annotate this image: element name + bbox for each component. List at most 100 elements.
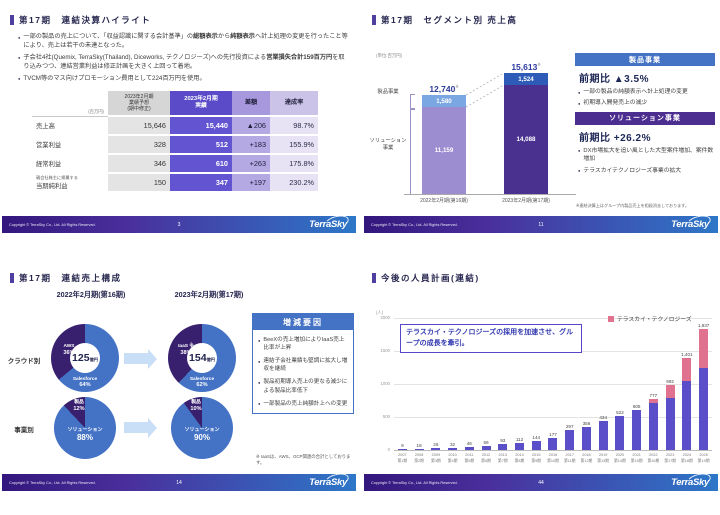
slide-title-text: 第17期 セグメント別 売上高 <box>381 15 518 25</box>
x-tick-label: 2023 第17期 <box>664 453 677 463</box>
table-row: 親会社株主に帰属する 当期純利益 150 347 +197 230.2% <box>32 174 318 193</box>
bullet-text: 一部の製品の売上について、「収益認識に関する会計基準」の総額表示から純額表示へ計… <box>23 33 348 49</box>
bullet-item: ● 一部製品の売上純額計上への変更 <box>258 400 349 408</box>
bar-slot: 93 <box>494 438 511 450</box>
pie-seg-solution-label: ソリューション 88% <box>67 427 103 442</box>
bullet-item: ● テラスカイテクノロジーズ事業の拡大 <box>578 167 715 175</box>
page-number: 14 <box>176 479 182 486</box>
y-tick-label: 500 <box>382 414 390 419</box>
bar-slot: 46 <box>461 441 478 450</box>
x-tick-label: 2012 第6期 <box>481 453 491 463</box>
bullet-text: 連結子会社業績も堅調に拡大し増収を継続 <box>263 358 348 373</box>
bullet-dot: ● <box>18 76 21 82</box>
bullet-dot: ● <box>258 379 261 385</box>
y-tick-label: 1500 <box>380 348 390 353</box>
bullet-dot: ● <box>18 55 21 61</box>
col-header-rate: 達成率 <box>270 91 318 117</box>
column-header-fy2023: 2023年2月期(第17期) <box>174 290 244 299</box>
x-tick-label: 2025 第19期 <box>697 453 710 463</box>
bar-segment-solution-2023: 14,088 <box>504 85 548 194</box>
slide-title-text: 第17期 連結決算ハイライト <box>19 15 152 25</box>
donut-center-value: 154 億円 <box>187 343 217 373</box>
gridline <box>394 417 712 418</box>
bullet-item: ● 初期導入開発売上の減少 <box>578 99 715 107</box>
bar-slot: 9 <box>394 443 411 450</box>
bar-value-label: 32 <box>450 441 456 447</box>
cell-actual: 347 <box>170 174 232 193</box>
bar-segment-product-2022: 1,580 <box>422 95 466 107</box>
headcount-bar <box>515 442 524 450</box>
legend-label: テラスカイ・テクノロジーズ <box>617 317 692 323</box>
bar-segment-group <box>397 449 407 450</box>
bar-slot: 177 <box>545 432 562 450</box>
pie-seg-product-label: 製品 10% <box>190 400 202 412</box>
row-label-cloud: クラウド別 <box>7 358 41 365</box>
bar-value-label: 1,401 <box>681 351 693 357</box>
bar-total-2023: 15,613※ <box>511 62 541 72</box>
title-accent-square <box>10 273 14 283</box>
bullet-item: ● BeeXの売上増加によりIaaS売上比率が上昇 <box>258 336 349 352</box>
bar-segment-group <box>648 403 658 450</box>
headcount-bar <box>531 440 541 450</box>
bullet-item: ● 子会社4社(Quemix, TerraSky(Thailand), Dicew… <box>18 54 348 72</box>
x-tick-label: 2022 第16期 <box>647 453 660 463</box>
cell-forecast: 346 <box>108 155 170 174</box>
bracket-product <box>410 94 415 109</box>
bar-value-label: 177 <box>549 432 557 438</box>
bar-segment-group <box>632 410 642 450</box>
x-label-2023: 2023年2月期(第17期) <box>502 198 550 204</box>
legend-swatch-technologies <box>608 315 614 322</box>
footnote-mark: ※ <box>455 84 459 90</box>
bar-slot: 522 <box>612 410 629 450</box>
bullet-dot: ● <box>578 148 581 154</box>
slide-title-text: 第17期 連結売上構成 <box>19 273 122 283</box>
iaas-footnote: ※ IaaSは、AWS、GCP関連の合計としております。 <box>256 454 351 466</box>
bullet-text: 一部の製品の純額表示へ計上処理の変更 <box>583 89 688 95</box>
headcount-bar <box>481 446 491 450</box>
bar-segment-group <box>498 443 508 450</box>
col-header-diff: 差額 <box>232 91 270 117</box>
table-row: 売上高 15,646 15,440 ▲206 98.7% <box>32 117 318 136</box>
highlight-bullets: ● 一部の製品の売上について、「収益認識に関する会計基準」の総額表示から純額表示へ… <box>18 33 348 87</box>
right-arrow-icon <box>124 348 157 369</box>
bar-value-label: 297 <box>565 424 574 430</box>
panel-heading-solution: ソリューション事業 <box>575 111 715 125</box>
bar-value-label: 356 <box>582 420 591 426</box>
page-number: 44 <box>538 479 544 486</box>
cell-rate: 230.2% <box>270 174 318 193</box>
bar-segment-group <box>431 448 441 450</box>
table-row: 営業利益 328 512 +183 155.9% <box>32 136 318 155</box>
donut-seg-salesforce-label: Salesforce 64% <box>72 376 98 389</box>
bullet-text: 製品初期導入売上の更なる減少による製品比率低下 <box>263 379 348 394</box>
title-accent-square <box>372 15 376 25</box>
bar-value-label: 777 <box>649 392 658 398</box>
cell-forecast: 328 <box>108 136 170 155</box>
cell-diff: ▲206 <box>232 117 270 136</box>
x-tick-label: 2017 第11期 <box>563 453 576 463</box>
bullet-dot: ● <box>18 34 21 40</box>
slide-segment-sales: 第17期 セグメント別 売上高 (単位:百万円) 製品事業 ソリューション事業 … <box>364 0 718 233</box>
terrasky-logo: TerraSky <box>309 213 351 231</box>
bar-value-label: 59 <box>483 440 489 446</box>
bar-slot: 605 <box>628 404 645 450</box>
yoy-solution: 前期比 +26.2% <box>579 132 651 144</box>
bar-segment-group <box>598 421 608 450</box>
pie-chart-business-2022: 製品 12% ソリューション 88% <box>54 397 116 459</box>
product-bullets: ● 一部の製品の純額表示へ計上処理の変更 ● 初期導入開発売上の減少 <box>578 88 715 108</box>
donut-chart-cloud-2022: AWS 36% Salesforce 64% 125 億円 <box>51 324 119 392</box>
bar-segment-group <box>548 438 558 450</box>
bar-segment-group <box>464 446 474 450</box>
results-table-header: (百万円) 2023年2月期 業績予想 (期中修正) 2023年2月期 実績 差… <box>32 91 318 117</box>
bar-slot: 26 <box>427 442 444 450</box>
row-label: 親会社株主に帰属する 当期純利益 <box>32 174 108 193</box>
pie-chart-business-2023: 製品 10% ソリューション 90% <box>171 397 233 459</box>
headcount-bar <box>464 446 474 450</box>
x-label-2022: 2022年2月期(第16期) <box>420 198 468 204</box>
bar-segment-group <box>682 381 692 450</box>
bar-segment-technologies <box>699 328 709 368</box>
bar-slot: 297 <box>561 424 578 450</box>
y-axis-unit-label: (人) <box>376 310 384 315</box>
bullet-item: ● 一部の製品の純額表示へ計上処理の変更 <box>578 88 715 96</box>
bar-segment-group <box>448 447 458 450</box>
cell-diff: +263 <box>232 155 270 174</box>
